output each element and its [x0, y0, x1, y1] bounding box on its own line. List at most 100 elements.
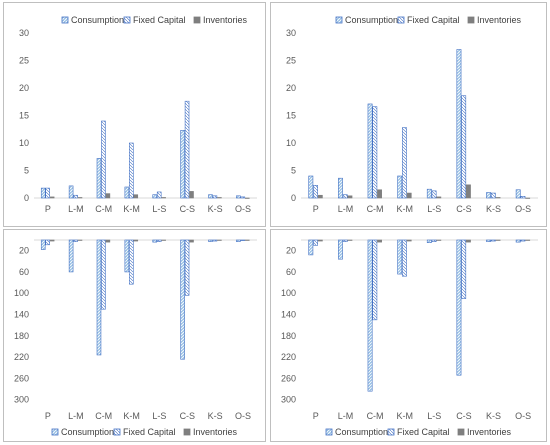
bar-inventories-C-S: [189, 191, 194, 199]
bar-fixed-capital-O-S: [520, 196, 526, 199]
bar-fixed-capital-K-S: [212, 239, 218, 242]
bar-fixed-capital-P: [313, 239, 318, 246]
bar-fixed-capital-C-S: [461, 95, 467, 199]
x-tick-label: K-M: [396, 411, 413, 421]
x-tick-label: C-M: [95, 411, 112, 421]
x-tick-label: K-S: [208, 411, 223, 421]
x-tick-label: K-S: [208, 204, 223, 214]
x-tick-label: P: [313, 204, 319, 214]
bar-inventories-K-S: [217, 197, 222, 199]
bar-inventories-C-M: [105, 239, 111, 243]
x-tick-label: P: [313, 411, 319, 421]
legend-swatch-2: [467, 16, 475, 24]
bar-consumption-P: [308, 175, 314, 199]
x-tick-label: L-M: [68, 411, 84, 421]
x-tick-label: C-S: [180, 204, 196, 214]
bar-inventories-C-S: [466, 239, 471, 243]
bar-fixed-capital-C-M: [101, 239, 106, 310]
x-tick-label: C-M: [95, 204, 112, 214]
bar-fixed-capital-P: [45, 239, 50, 246]
bar-consumption-L-M: [68, 239, 74, 273]
bar-fixed-capital-K-S: [490, 239, 496, 242]
x-tick-label: K-M: [123, 411, 140, 421]
bar-inventories-P: [317, 194, 323, 199]
bar-consumption-C-M: [96, 239, 102, 356]
x-tick-label: C-M: [367, 411, 384, 421]
x-tick-label: L-S: [427, 204, 441, 214]
bar-fixed-capital-K-S: [490, 192, 496, 199]
y-tick-label: 260: [281, 373, 296, 383]
legend-top-right: Consumption Fixed Capital Inventories: [335, 15, 522, 25]
bar-consumption-C-M: [367, 239, 373, 392]
bar-fixed-capital-K-S: [212, 195, 218, 199]
bar-fixed-capital-L-S: [431, 190, 437, 199]
x-tick-label: C-S: [456, 204, 472, 214]
y-tick-label: 25: [286, 56, 296, 66]
legend-label-2: Inventories: [193, 427, 238, 437]
bar-inventories-C-S: [466, 184, 471, 199]
bar-consumption-K-M: [397, 175, 403, 199]
bar-fixed-capital-O-S: [520, 239, 526, 242]
x-tick-label: C-M: [367, 204, 384, 214]
chart-top-right: 0 5 10 15 20 25 30 P L-M C-M K-M L-S C-S K-S O-S Consum…: [286, 15, 538, 214]
bar-consumption-L-M: [68, 185, 74, 199]
x-tick-label: C-S: [180, 411, 196, 421]
chart-bottom-left: 20 60 100 140 180 220 260 300 P L-M C-M K-M L-S C-S K-…: [14, 239, 257, 437]
bar-inventories-O-S: [525, 239, 531, 241]
legend-swatch-0: [51, 428, 59, 436]
x-tick-label: L-S: [427, 411, 441, 421]
bar-inventories-K-S: [495, 239, 501, 241]
bar-inventories-K-M: [406, 239, 412, 242]
bar-consumption-O-S: [236, 239, 241, 242]
bar-inventories-O-S: [244, 239, 250, 241]
bar-fixed-capital-L-M: [73, 194, 78, 199]
bar-inventories-O-S: [525, 197, 531, 199]
x-tick-label: K-M: [123, 204, 140, 214]
y-tick-label: 15: [286, 111, 296, 121]
bar-consumption-C-S: [180, 239, 185, 360]
bar-fixed-capital-L-S: [431, 239, 437, 242]
y-tick-label: 180: [281, 331, 296, 341]
y-tick-label: 20: [19, 246, 29, 256]
y-tick-label: 25: [19, 56, 29, 66]
legend-swatch-1: [397, 16, 405, 24]
bar-consumption-L-S: [152, 239, 158, 243]
y-tick-label: 30: [19, 28, 29, 38]
bar-inventories-O-S: [244, 197, 250, 199]
x-tick-label: L-M: [338, 411, 354, 421]
bar-fixed-capital-C-S: [461, 239, 467, 299]
chart-bottom-right: 20 60 100 140 180 220 260 300 P L-M C-M K-M L-S C-S K-…: [281, 239, 538, 437]
bar-consumption-K-S: [208, 239, 213, 242]
bar-inventories-L-S: [436, 196, 442, 199]
bar-inventories-C-S: [189, 239, 194, 243]
bar-consumption-O-S: [236, 195, 241, 199]
chart-top-left: 0 5 10 15 20 25 30 P L-M C-M K-M L-S C-S K-S O-S Consum…: [19, 15, 257, 214]
legend-label-2: Inventories: [203, 15, 248, 25]
legend-bottom-left: Consumption Fixed Capital Inventories: [51, 427, 238, 437]
legend-label-0: Consumption: [345, 15, 398, 25]
bar-fixed-capital-L-M: [342, 194, 348, 199]
x-tick-label: P: [45, 204, 51, 214]
y-tick-label: 140: [14, 310, 29, 320]
bar-inventories-P: [49, 239, 55, 242]
legend-swatch-2: [183, 428, 191, 436]
y-tick-label: 100: [281, 288, 296, 298]
bar-inventories-K-M: [133, 194, 139, 199]
y-tick-label: 140: [281, 310, 296, 320]
y-tick-label: 60: [286, 267, 296, 277]
y-tick-label: 220: [14, 352, 29, 362]
bar-inventories-L-S: [161, 239, 166, 241]
bar-inventories-K-S: [217, 239, 222, 241]
y-tick-label: 300: [14, 395, 29, 405]
chart-panel-top-left: 0 5 10 15 20 25 30 P L-M C-M K-M L-S C-S K-S O-S Consum…: [3, 2, 266, 227]
x-tick-label: L-M: [338, 204, 354, 214]
y-tick-label: 100: [14, 288, 29, 298]
x-tick-label: L-S: [152, 204, 166, 214]
x-tick-label: L-S: [152, 411, 166, 421]
bar-consumption-C-S: [180, 130, 185, 199]
bar-fixed-capital-K-M: [129, 239, 134, 285]
x-tick-label: K-S: [486, 204, 501, 214]
y-tick-label: 60: [19, 267, 29, 277]
bar-fixed-capital-C-S: [184, 239, 190, 296]
chart-panel-top-right: 0 5 10 15 20 25 30 P L-M C-M K-M L-S C-S K-S O-S Consum…: [270, 2, 547, 227]
